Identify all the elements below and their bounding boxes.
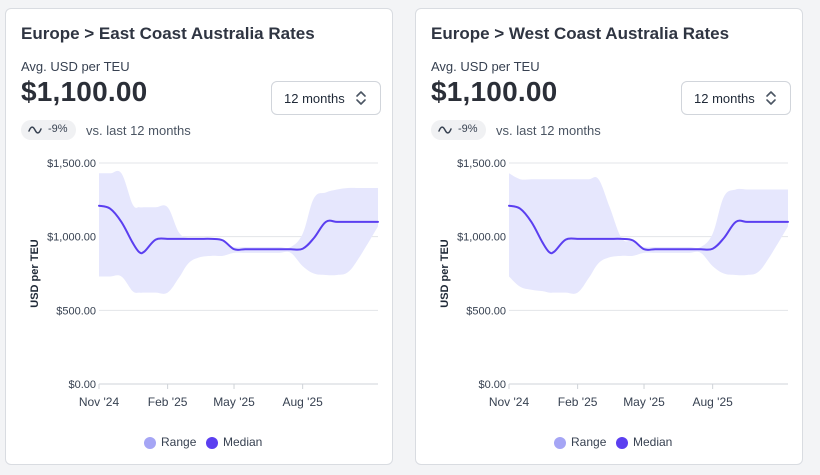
median-line xyxy=(98,204,379,255)
legend-swatch-range xyxy=(144,437,156,449)
change-badge: -9% xyxy=(21,120,76,140)
wave-trend-icon xyxy=(438,126,452,134)
change-note: vs. last 12 months xyxy=(496,123,601,138)
legend-label-range: Range xyxy=(571,435,607,449)
chevron-up-down-icon xyxy=(766,91,776,105)
chart-legend: Range Median xyxy=(6,434,394,452)
x-tick-label: Aug '25 xyxy=(692,395,733,409)
change-badge: -9% xyxy=(431,120,486,140)
legend-swatch-range xyxy=(554,437,566,449)
x-tick-label: Nov '24 xyxy=(489,395,530,409)
x-tick-label: Feb '25 xyxy=(148,395,188,409)
period-select-value: 12 months xyxy=(284,91,345,106)
x-tick-label: Nov '24 xyxy=(79,395,120,409)
average-rate-value: $1,100.00 xyxy=(21,76,148,107)
period-select-value: 12 months xyxy=(694,91,755,106)
range-band xyxy=(99,170,378,294)
rate-chart: $0.00 $500.00 $1,000.00 $1,500.00 USD per TE… xyxy=(29,158,379,409)
y-tick-label: $500.00 xyxy=(466,305,506,317)
y-tick-label: $500.00 xyxy=(56,305,96,317)
card-subtitle: Avg. USD per TEU xyxy=(431,59,540,74)
legend-label-range: Range xyxy=(161,435,197,449)
x-tick-label: Aug '25 xyxy=(282,395,323,409)
x-tick-label: May '25 xyxy=(623,395,665,409)
y-axis-title: USD per TEU xyxy=(439,239,451,308)
median-line xyxy=(508,204,789,255)
card-subtitle: Avg. USD per TEU xyxy=(21,59,130,74)
card-title: Europe > East Coast Australia Rates xyxy=(21,24,315,43)
x-tick-label: Feb '25 xyxy=(558,395,598,409)
wave-trend-icon xyxy=(28,126,42,134)
y-tick-label: $1,500.00 xyxy=(457,158,506,170)
period-select[interactable]: 12 months xyxy=(271,81,381,115)
average-rate-value: $1,100.00 xyxy=(431,76,558,107)
rate-card-west-coast: Europe > West Coast Australia Rates Avg.… xyxy=(415,8,803,465)
y-tick-label: $1,000.00 xyxy=(47,232,96,244)
change-note: vs. last 12 months xyxy=(86,123,191,138)
period-select[interactable]: 12 months xyxy=(681,81,791,115)
y-axis-title: USD per TEU xyxy=(29,239,41,308)
legend-label-median: Median xyxy=(223,435,263,449)
chevron-up-down-icon xyxy=(356,91,366,105)
y-tick-label: $1,000.00 xyxy=(457,232,506,244)
range-band xyxy=(509,173,788,294)
change-percent: -9% xyxy=(48,123,68,135)
x-tick-label: May '25 xyxy=(213,395,255,409)
rate-card-east-coast: Europe > East Coast Australia Rates Avg.… xyxy=(5,8,393,465)
legend-swatch-median xyxy=(616,437,628,449)
y-tick-label: $1,500.00 xyxy=(47,158,96,170)
y-tick-label: $0.00 xyxy=(478,379,506,391)
card-title: Europe > West Coast Australia Rates xyxy=(431,24,730,43)
rate-chart: $0.00 $500.00 $1,000.00 $1,500.00 USD per TE… xyxy=(439,158,789,409)
legend-swatch-median xyxy=(206,437,218,449)
legend-label-median: Median xyxy=(633,435,673,449)
change-percent: -9% xyxy=(458,123,478,135)
chart-legend: Range Median xyxy=(416,434,804,452)
y-tick-label: $0.00 xyxy=(68,379,96,391)
